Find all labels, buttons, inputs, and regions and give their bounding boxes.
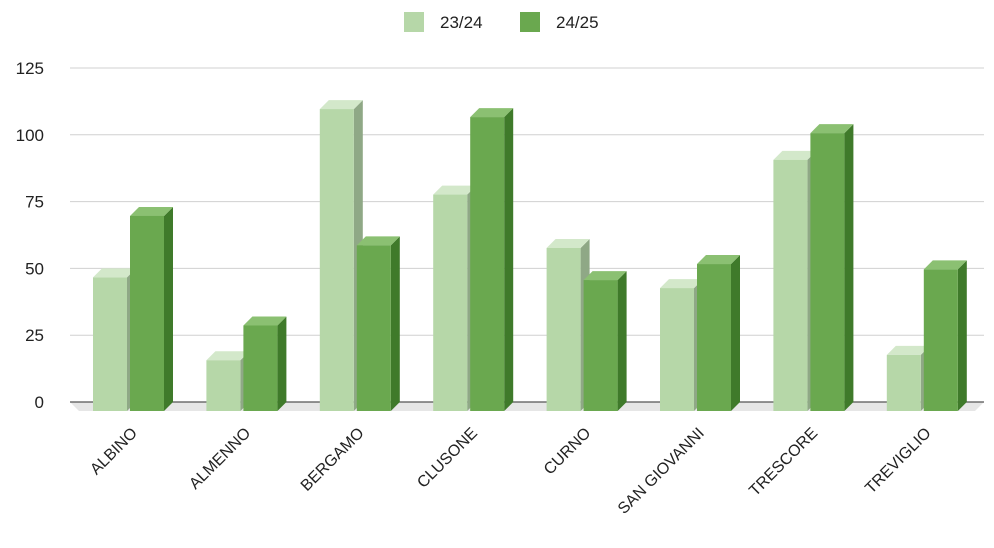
chart-floor (70, 402, 984, 411)
bar-san-giovanni-24-25 (697, 255, 740, 411)
y-axis-ticks: 0 25 50 75 100 125 (16, 59, 44, 412)
bar-top-face (243, 316, 287, 326)
x-tick-label-clusone: CLUSONE (414, 425, 481, 492)
x-tick-label-treviglio: TREVIGLIO (862, 425, 934, 497)
bar-side-face (504, 108, 514, 411)
y-tick-label-0: 0 (35, 393, 44, 412)
bar-top-face (697, 255, 740, 265)
bar-front-face (93, 277, 127, 411)
x-axis-labels: ALBINO ALMENNO BERGAMO CLUSONE CURNO SAN GIOV… (87, 425, 934, 518)
x-tick-label-albino: ALBINO (87, 425, 141, 479)
bar-front-face (243, 325, 278, 411)
y-tick-label-125: 125 (16, 59, 44, 78)
bar-almenno-24-25 (243, 316, 287, 411)
bar-top-face (886, 345, 930, 355)
bar-top-face (660, 279, 703, 289)
x-tick-label-trescore: TRESCORE (746, 425, 821, 500)
bar-front-face (206, 360, 241, 411)
bar-top-face (356, 236, 400, 246)
bar-front-face (810, 133, 845, 411)
bar-clusone-24-25 (470, 108, 514, 411)
bar-top-face (923, 260, 967, 270)
bar-san-giovanni-23-24 (660, 279, 703, 411)
y-tick-label-50: 50 (25, 259, 44, 278)
bar-curno-23-24 (546, 239, 590, 411)
legend: 23/24 24/25 (404, 12, 599, 32)
bar-top-face (319, 100, 363, 110)
bar-clusone-23-24 (433, 185, 477, 411)
bar-top-face (810, 124, 854, 134)
bar-side-face (731, 255, 740, 411)
bar-front-face (356, 245, 391, 411)
bar-front-face (886, 354, 921, 411)
bar-top-face (470, 108, 514, 118)
bar-top-face (773, 150, 817, 160)
x-tick-label-bergamo: BERGAMO (298, 425, 368, 495)
bar-front-face (660, 288, 694, 411)
bar-trescore-23-24 (773, 150, 817, 411)
bar-front-face (546, 248, 581, 411)
bar-side-face (277, 316, 287, 411)
bar-albino-23-24 (93, 268, 136, 411)
bar-side-face (957, 260, 967, 411)
bar-front-face (697, 264, 731, 411)
x-tick-label-almenno: ALMENNO (186, 425, 254, 493)
x-tick-label-san-giovanni: SAN GIOVANNI (615, 425, 708, 518)
bar-trescore-24-25 (810, 124, 854, 411)
y-tick-label-75: 75 (25, 193, 44, 212)
legend-swatch-24-25 (520, 12, 540, 32)
bar-top-face (546, 239, 590, 249)
y-tick-label-25: 25 (25, 326, 44, 345)
bar-albino-24-25 (130, 206, 173, 411)
bar-front-face (319, 109, 354, 412)
bar-bergamo-23-24 (319, 100, 363, 412)
bars (93, 100, 967, 412)
legend-label-24-25: 24/25 (556, 13, 599, 32)
bar-side-face (164, 206, 173, 411)
bar-bergamo-24-25 (356, 236, 400, 411)
bar-top-face (130, 206, 173, 216)
bar-side-face (844, 124, 854, 411)
bar-front-face (433, 194, 468, 411)
bar-front-face (130, 215, 164, 411)
bar-front-face (583, 280, 618, 411)
bar-treviglio-23-24 (886, 345, 930, 411)
bar-top-face (206, 351, 250, 361)
bar-front-face (470, 117, 505, 411)
bar-side-face (390, 236, 400, 411)
bar-curno-24-25 (583, 271, 627, 411)
bar-top-face (583, 271, 627, 281)
bar-front-face (923, 269, 958, 411)
y-tick-label-100: 100 (16, 126, 44, 145)
x-tick-label-curno: CURNO (541, 425, 595, 479)
bar-front-face (773, 159, 808, 411)
bar-treviglio-24-25 (923, 260, 967, 411)
bar-top-face (433, 185, 477, 195)
legend-swatch-23-24 (404, 12, 424, 32)
bar-side-face (617, 271, 627, 411)
legend-label-23-24: 23/24 (440, 13, 483, 32)
bar-almenno-23-24 (206, 351, 250, 411)
bar-top-face (93, 268, 136, 278)
